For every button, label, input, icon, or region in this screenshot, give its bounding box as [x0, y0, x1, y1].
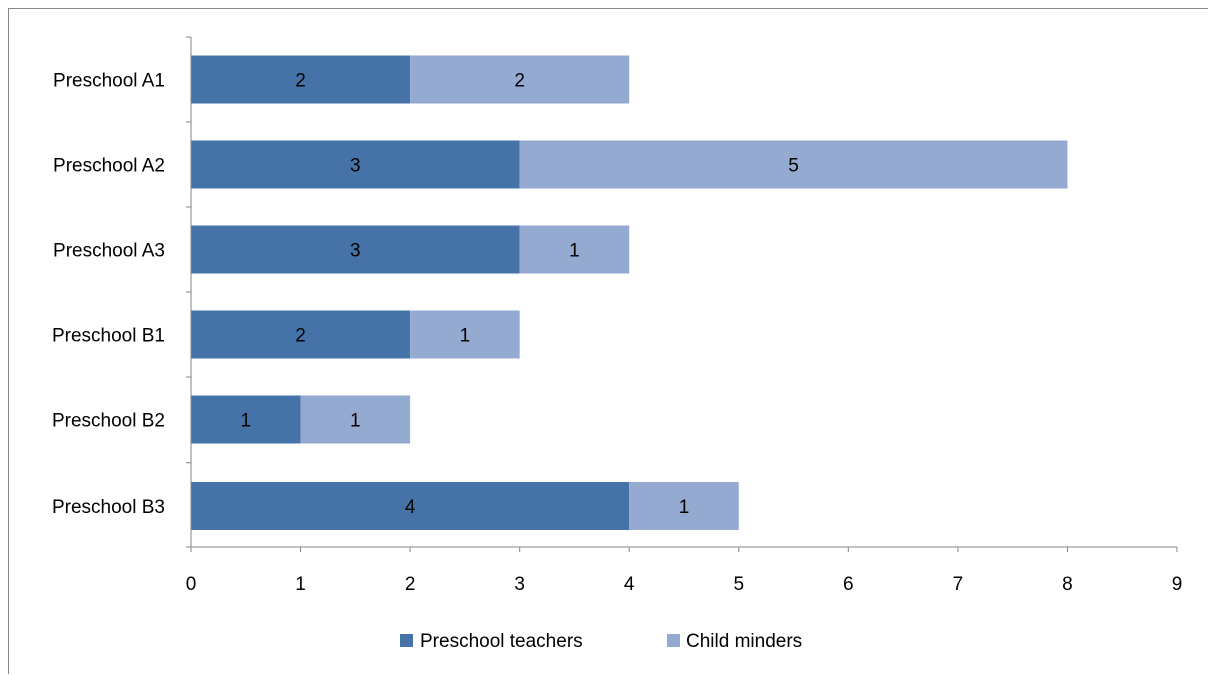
x-tick-label: 8	[1062, 574, 1073, 595]
x-tick-label: 7	[953, 574, 964, 595]
bar-preschool-teachers-1	[191, 55, 411, 104]
bar-child-minders-1	[410, 55, 630, 104]
x-tick-label: 0	[186, 574, 197, 595]
bar-child-minders-2	[519, 140, 1068, 189]
data-label: 4	[405, 497, 416, 518]
x-tick-label: 1	[295, 574, 306, 595]
legend-label-preschool-teachers: Preschool teachers	[420, 631, 583, 652]
category-label: Preschool B2	[52, 411, 165, 432]
bar-preschool-teachers-2	[191, 140, 520, 189]
data-label: 1	[240, 411, 251, 432]
category-label: Preschool A2	[53, 156, 165, 177]
bar-preschool-teachers-4	[191, 310, 411, 359]
data-label: 2	[295, 326, 306, 347]
bar-child-minders-5	[300, 395, 411, 444]
bar-preschool-teachers-3	[191, 225, 520, 274]
bar-child-minders-3	[519, 225, 630, 274]
data-label: 1	[679, 497, 690, 518]
bar-preschool-teachers-6	[191, 482, 630, 530]
category-label: Preschool A1	[53, 71, 165, 92]
data-label: 1	[460, 326, 471, 347]
data-label: 2	[295, 71, 306, 92]
chart-frame	[8, 8, 1208, 674]
x-tick-label: 4	[624, 574, 635, 595]
x-tick-label: 6	[843, 574, 854, 595]
data-label: 3	[350, 241, 361, 262]
category-label: Preschool B1	[52, 326, 165, 347]
data-label: 5	[788, 156, 799, 177]
legend-swatch-child-minders	[667, 634, 680, 647]
bar-preschool-teachers-5	[191, 395, 301, 444]
legend-label-child-minders: Child minders	[686, 631, 802, 652]
category-label: Preschool B3	[52, 497, 165, 518]
data-label: 2	[514, 71, 525, 92]
x-tick-label: 3	[514, 574, 525, 595]
legend-swatch-preschool-teachers	[400, 634, 413, 647]
bar-child-minders-4	[410, 310, 520, 359]
bar-child-minders-6	[629, 482, 739, 530]
x-tick-label: 2	[405, 574, 416, 595]
data-label: 1	[569, 241, 580, 262]
category-label: Preschool A3	[53, 241, 165, 262]
x-tick-label: 5	[733, 574, 744, 595]
x-tick-label: 9	[1172, 574, 1183, 595]
data-label: 3	[350, 156, 361, 177]
data-label: 1	[350, 411, 361, 432]
